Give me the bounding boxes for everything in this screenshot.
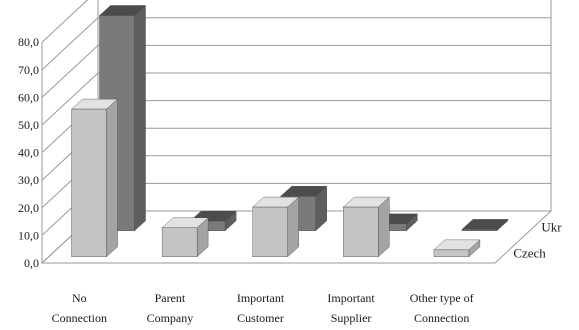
y-tick-label: 20,0: [18, 201, 39, 215]
x-category-label: Company: [147, 311, 194, 325]
x-category-label: Parent: [155, 291, 186, 305]
bar-czech-1: [161, 217, 209, 258]
grid-layer: [40, 0, 553, 264]
y-tick-label: 50,0: [18, 118, 39, 132]
bar-czech-2: [252, 196, 300, 258]
series-label: Ukr: [541, 220, 562, 235]
gridline-diagonal: [41, 17, 99, 71]
x-category-label: Important: [327, 291, 375, 305]
series-label: Czech: [513, 246, 546, 261]
bar-czech-4: [433, 239, 481, 258]
bar-ukr-4: [461, 218, 509, 232]
gridline-diagonal: [41, 45, 99, 98]
gridline-diagonal: [41, 0, 89, 43]
x-category-label: Connection: [52, 311, 107, 325]
bars-layer: [71, 5, 509, 258]
x-category-label: No: [72, 291, 87, 305]
bar-czech-3: [342, 196, 390, 258]
bar-czech-0: [71, 98, 119, 258]
x-category-label: Important: [237, 291, 285, 305]
x-category-label: Customer: [237, 311, 284, 325]
y-tick-label: 10,0: [18, 228, 39, 242]
y-tick-label: 70,0: [18, 63, 39, 77]
y-tick-label: 60,0: [18, 90, 39, 104]
y-tick-label: 80,0: [18, 35, 39, 49]
y-tick-label: 40,0: [18, 146, 39, 160]
x-category-label: Connection: [414, 311, 469, 325]
y-tick-label: 0,0: [24, 256, 39, 270]
labels-layer: 0,0 10,0 20,0 30,0 40,0 50,0 60,0 70,0 80,0 No Con…: [18, 35, 562, 325]
gridline-diagonal: [41, 72, 99, 126]
x-category-label: Other type of: [410, 291, 474, 305]
x-category-label: Supplier: [331, 311, 372, 325]
y-tick-label: 30,0: [18, 173, 39, 187]
